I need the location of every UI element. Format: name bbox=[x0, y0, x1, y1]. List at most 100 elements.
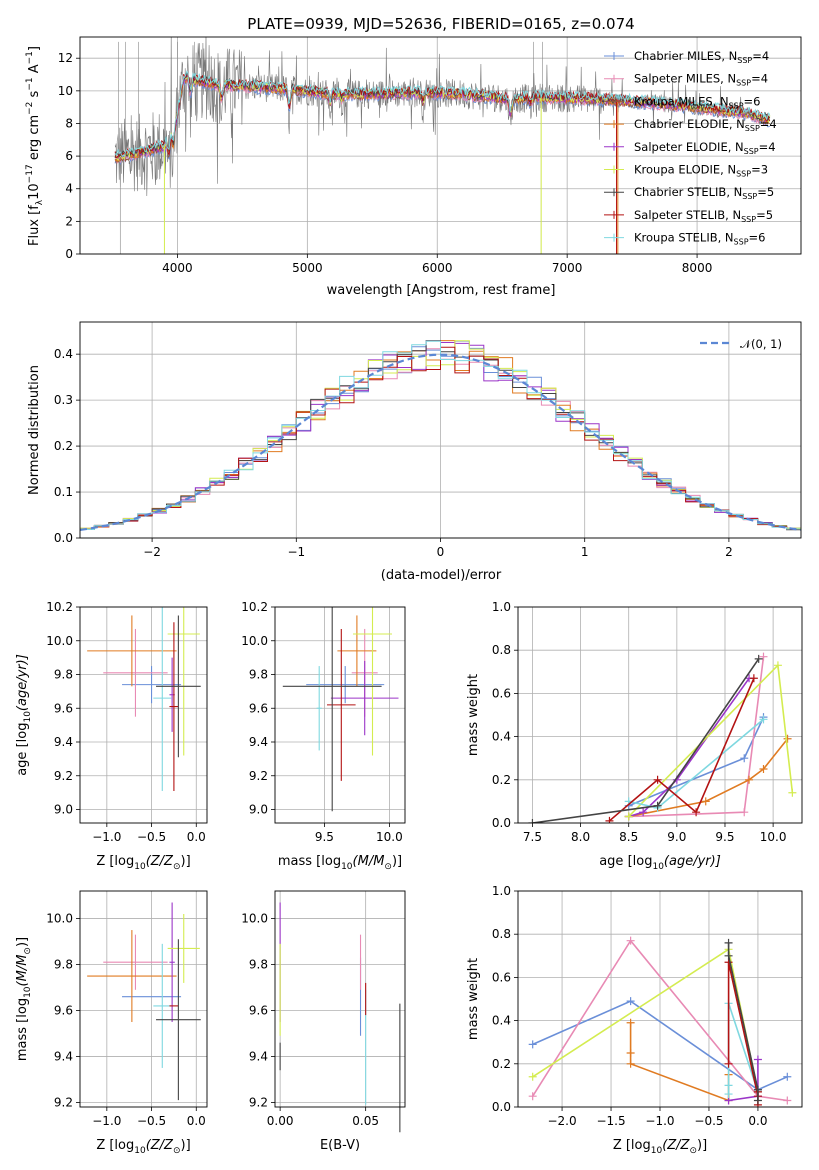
data-point bbox=[692, 808, 701, 817]
data-point bbox=[626, 936, 635, 945]
legend-val: =4 bbox=[751, 72, 768, 86]
label-part: age [log bbox=[15, 723, 30, 776]
axes-frame bbox=[517, 890, 803, 1108]
x-axis-label: Z [log10(Z/Z⊙)] bbox=[96, 854, 190, 872]
x-tick-label: −0.5 bbox=[137, 830, 166, 844]
y-tick-label: 9.0 bbox=[54, 803, 73, 817]
x-tick-label: 0 bbox=[437, 545, 445, 559]
data-point bbox=[528, 1040, 537, 1049]
y-tick-label: 0.0 bbox=[492, 816, 511, 830]
x-tick-label: 0.0 bbox=[748, 1114, 767, 1128]
x-axis-label: (data-model)/error bbox=[381, 568, 502, 583]
y-tick-label: 0 bbox=[65, 247, 73, 261]
y-tick-label: 1.0 bbox=[492, 600, 511, 614]
legend-entry: Chabrier MILES, NSSP=4 bbox=[634, 49, 769, 65]
label-part: −1 bbox=[25, 51, 35, 64]
label-part: )] bbox=[392, 854, 402, 869]
legend-sub: SSP bbox=[742, 192, 757, 201]
legend-val: =5 bbox=[756, 208, 773, 222]
y-tick-label: 9.8 bbox=[249, 958, 268, 972]
data-point bbox=[724, 1081, 733, 1090]
y-tick-label: 0.6 bbox=[492, 686, 511, 700]
label-part: 10 bbox=[27, 183, 42, 200]
legend-entry: Salpeter ELODIE, NSSP=4 bbox=[634, 140, 776, 156]
x-tick-label: 8.0 bbox=[571, 830, 590, 844]
x-tick-label: 7.5 bbox=[523, 830, 542, 844]
chart-title: PLATE=0939, MJD=52636, FIBERID=0165, z=0… bbox=[247, 15, 634, 33]
y-tick-label: 0.4 bbox=[492, 730, 511, 744]
data-point bbox=[753, 1085, 762, 1094]
legend-sub: SSP bbox=[737, 56, 752, 65]
label-part: −17 bbox=[25, 164, 35, 183]
data-point bbox=[788, 788, 797, 797]
legend-text: Chabrier ELODIE, N bbox=[634, 117, 745, 131]
x-tick-label: −1.0 bbox=[92, 1114, 121, 1128]
data-point bbox=[773, 661, 782, 670]
y-tick-label: 9.6 bbox=[249, 701, 268, 715]
label-part: (Z/Z bbox=[662, 1138, 690, 1153]
residual-axes: −2 −1 0 1 2 0.0 0.1 0.2 0.3 0.4 bbox=[54, 322, 801, 559]
model-line bbox=[114, 70, 771, 158]
series-line bbox=[628, 677, 750, 818]
legend-entry: Chabrier STELIB, NSSP=5 bbox=[634, 185, 774, 201]
data-point bbox=[724, 938, 733, 947]
zweight: −2.0 −1.5 −1.0 −0.5 0.0 0.0 0.2 0.4 0.6 0.8 1.0 bbox=[492, 884, 802, 1128]
y-tick-label: 9.8 bbox=[54, 668, 73, 682]
series-line bbox=[628, 738, 789, 818]
x-tick-label: 0.00 bbox=[267, 1114, 294, 1128]
x-axis-label: wavelength [Angstrom, rest frame] bbox=[327, 283, 556, 298]
x-tick-label: 2 bbox=[725, 545, 733, 559]
x-tick-label: −2.0 bbox=[547, 1114, 576, 1128]
y-tick-label: 0.8 bbox=[492, 927, 511, 941]
residual-histogram bbox=[80, 340, 801, 530]
y-tick-label: 9.0 bbox=[249, 803, 268, 817]
y-axis-label: mass [log10(M/M⊙)] bbox=[15, 937, 33, 1061]
x-tick-label: 8000 bbox=[682, 261, 713, 275]
label-part: (Z/Z bbox=[146, 854, 174, 869]
y-tick-label: 9.6 bbox=[54, 1003, 73, 1017]
gaussian-curve bbox=[80, 353, 801, 531]
legend-text: Salpeter MILES, N bbox=[634, 72, 736, 86]
data-point bbox=[626, 1059, 635, 1068]
y-tick-label: 8 bbox=[65, 116, 73, 130]
label-part: Flux [f bbox=[27, 205, 42, 246]
y-tick-label: 1.0 bbox=[492, 884, 511, 898]
label-part: mass [log bbox=[15, 998, 30, 1061]
y-tick-label: 0.4 bbox=[54, 347, 73, 361]
ebvmass: 0.00 0.05 9.2 9.4 9.6 9.8 10.0 bbox=[241, 891, 405, 1128]
legend-entry: Chabrier ELODIE, NSSP=4 bbox=[634, 117, 777, 133]
y-tick-label: 6 bbox=[65, 149, 73, 163]
label-part: Z [log bbox=[613, 1138, 651, 1153]
y-tick-label: 9.2 bbox=[249, 769, 268, 783]
label-part: 10 bbox=[652, 862, 664, 872]
axes-frame bbox=[79, 321, 802, 539]
label-part: )] bbox=[15, 937, 30, 947]
y-tick-label: 0.4 bbox=[492, 1014, 511, 1028]
data-point bbox=[759, 715, 768, 724]
label-part: ⊙ bbox=[23, 947, 33, 955]
label-part: (age/yr)] bbox=[15, 654, 30, 711]
y-tick-label: 9.4 bbox=[54, 735, 73, 749]
data-point bbox=[783, 734, 792, 743]
y-tick-label: 9.4 bbox=[54, 1049, 73, 1063]
zage: −1.0 −0.5 0.0 9.0 9.2 9.4 9.6 9.8 10.0 10.2 bbox=[46, 600, 207, 844]
series-line bbox=[628, 663, 794, 818]
y-tick-label: 10 bbox=[58, 84, 73, 98]
legend-entry: Salpeter MILES, NSSP=4 bbox=[634, 72, 768, 88]
label-part: s bbox=[27, 90, 42, 101]
legend-text: Salpeter ELODIE, N bbox=[634, 140, 744, 154]
axes-frame bbox=[79, 36, 802, 255]
data-point bbox=[753, 1096, 762, 1105]
data-point bbox=[528, 819, 537, 823]
legend-sub: SSP bbox=[745, 124, 760, 133]
label-part: ⊙ bbox=[689, 1146, 697, 1156]
x-tick-label: 4000 bbox=[162, 261, 193, 275]
legend-sub: SSP bbox=[729, 101, 744, 110]
label-part: ⊙ bbox=[173, 1146, 181, 1156]
series-line bbox=[628, 716, 765, 807]
y-tick-label: 0.2 bbox=[54, 439, 73, 453]
legend-entry: Kroupa STELIB, NSSP=6 bbox=[634, 231, 765, 247]
x-tick-label: 9.5 bbox=[315, 830, 334, 844]
x-tick-label: −1 bbox=[287, 545, 305, 559]
label-part: ⊙ bbox=[173, 862, 181, 872]
